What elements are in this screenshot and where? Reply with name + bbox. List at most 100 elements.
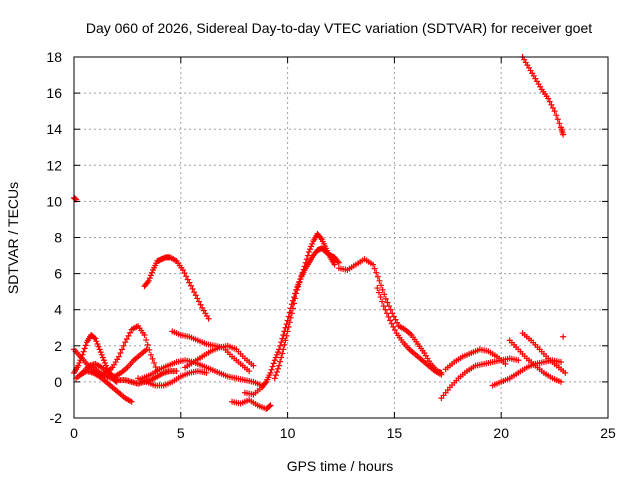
y-tick-label: 6 [54, 266, 62, 282]
data-point-interp [309, 240, 316, 247]
data-point-interp [76, 359, 83, 366]
data-point-interp [149, 355, 156, 362]
x-tick-label: 15 [387, 425, 403, 441]
data-point-interp [294, 286, 301, 293]
data-point [380, 303, 387, 310]
data-point-interp [101, 359, 108, 366]
data-point [551, 108, 558, 115]
data-point-interp [282, 324, 289, 331]
data-point-interp [308, 243, 315, 250]
data-point-interp [143, 336, 150, 343]
data-point-interp [273, 368, 280, 375]
data-point [305, 248, 312, 255]
data-point [284, 328, 291, 335]
data-point-interp [549, 104, 556, 111]
data-point-interp [390, 313, 397, 320]
data-point-interp [262, 380, 269, 387]
data-point [246, 368, 253, 375]
y-tick-label: 4 [54, 302, 62, 318]
data-point-interp [282, 337, 289, 344]
y-tick-label: 18 [46, 49, 62, 65]
data-point-interp [300, 266, 307, 273]
data-point-interp [394, 319, 401, 326]
data-point-interp [373, 269, 380, 276]
data-point-interp [384, 299, 391, 306]
series-arc-12 [241, 245, 342, 398]
data-point-interp [281, 341, 288, 348]
x-tick-label: 10 [280, 425, 296, 441]
data-point-interp [553, 112, 560, 119]
data-point [558, 359, 565, 366]
data-point [376, 277, 383, 284]
data-point-interp [388, 320, 395, 327]
data-point-interp [272, 354, 279, 361]
data-point [389, 310, 396, 317]
data-point-interp [125, 332, 132, 339]
data-point-interp [91, 334, 98, 341]
data-point-interp [287, 314, 294, 321]
data-point-interp [146, 346, 153, 353]
data-point-interp [379, 298, 386, 305]
data-point [192, 292, 199, 299]
data-point-interp [99, 354, 106, 361]
data-point-interp [381, 291, 388, 298]
data-point-interp [299, 269, 306, 276]
data-point-interp [148, 269, 155, 276]
y-tick-label: 8 [54, 230, 62, 246]
data-point [560, 131, 567, 138]
data-point [267, 402, 274, 409]
series-arc-19 [506, 337, 565, 385]
data-point-interp [93, 338, 100, 345]
data-point-interp [554, 116, 561, 123]
data-point-interp [197, 301, 204, 308]
data-point-interp [277, 358, 284, 365]
series-arc-11 [229, 396, 274, 412]
data-point-interp [194, 295, 201, 302]
data-point-interp [317, 234, 324, 241]
data-point-interp [189, 285, 196, 292]
x-tick-label: 20 [493, 425, 509, 441]
data-point [560, 333, 567, 340]
data-point-interp [548, 101, 555, 108]
data-point [128, 398, 135, 405]
data-point [92, 335, 99, 342]
y-tick-label: 16 [46, 85, 62, 101]
data-point-interp [269, 363, 276, 370]
data-point-interp [273, 351, 280, 358]
series-arc-7 [135, 368, 210, 389]
y-tick-label: 12 [46, 157, 62, 173]
data-point [271, 357, 278, 364]
data-point-interp [146, 275, 153, 282]
data-point-interp [151, 359, 158, 366]
data-point-interp [334, 258, 341, 265]
data-point-interp [268, 366, 275, 373]
data-point-interp [278, 339, 285, 346]
data-point-interp [103, 362, 110, 369]
data-point-interp [98, 351, 105, 358]
data-point-interp [272, 372, 279, 379]
data-point [122, 339, 129, 346]
series-arc-23 [560, 333, 567, 340]
x-tick-label: 5 [177, 425, 185, 441]
series-arc-13 [271, 230, 338, 382]
axis-ticks: 0 5 10 15 20 25 -2 0 2 4 6 8 10 12 14 16 18 [46, 49, 616, 441]
series-arc-15 [374, 285, 445, 378]
data-point [280, 331, 287, 338]
data-point-interp [274, 365, 281, 372]
data-point-interp [291, 294, 298, 301]
series-arc-9 [169, 328, 253, 375]
y-tick-label: 10 [46, 193, 62, 209]
data-point-interp [303, 256, 310, 263]
data-point [280, 346, 287, 353]
data-point-interp [187, 282, 194, 289]
data-point [147, 351, 154, 358]
grid-lines [74, 57, 608, 418]
data-point-interp [295, 283, 302, 290]
series-arc-8 [141, 254, 212, 322]
data-point [387, 317, 394, 324]
data-point [203, 369, 210, 376]
data-point-interp [95, 343, 102, 350]
data-point-interp [184, 276, 191, 283]
data-point-interp [390, 323, 397, 330]
